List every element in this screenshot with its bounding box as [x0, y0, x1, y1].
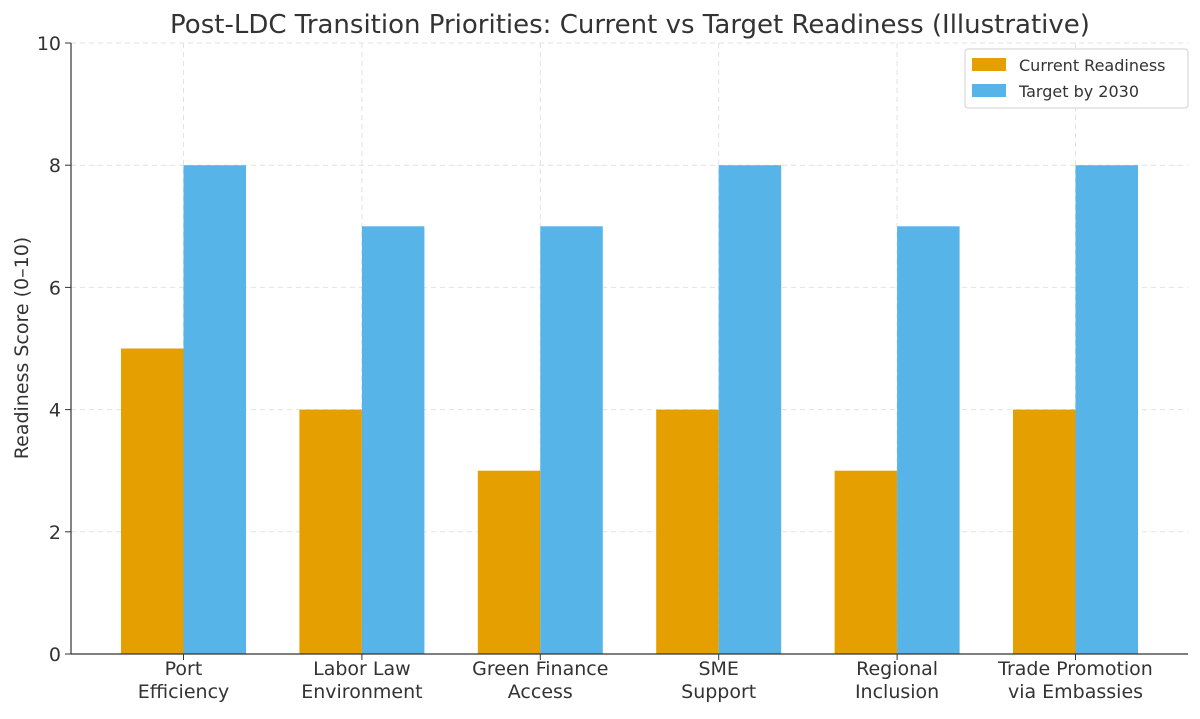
- axes-layer: [70, 43, 1188, 655]
- bar-current-2: [477, 470, 541, 654]
- y-tick-label-5: 10: [37, 33, 61, 55]
- legend-swatch-current: [972, 58, 1006, 71]
- bar-target-3: [718, 165, 782, 654]
- y-tick-label-3: 6: [49, 277, 61, 299]
- legend: Current Readiness Target by 2030: [964, 48, 1189, 109]
- x-tick-label-3-line-0: SME: [698, 658, 738, 680]
- x-tick-label-5-line-1: via Embassies: [1008, 681, 1143, 703]
- bar-current-0: [121, 348, 184, 654]
- bar-current-5: [1013, 409, 1076, 654]
- bar-target-5: [1075, 165, 1138, 654]
- bar-current-4: [834, 470, 898, 654]
- y-tick-label-2: 4: [49, 400, 61, 422]
- x-tick-label-0-line-0: Port: [165, 658, 203, 680]
- legend-label-target: Target by 2030: [1018, 82, 1139, 101]
- x-tick-label-4-line-0: Regional: [856, 658, 938, 680]
- x-tick-label-5-line-0: Trade Promotion: [997, 658, 1153, 680]
- bars-layer: [121, 165, 1138, 655]
- bar-target-2: [540, 226, 603, 655]
- bar-target-1: [361, 226, 425, 655]
- legend-label-current: Current Readiness: [1019, 56, 1165, 75]
- legend-frame: [964, 48, 1189, 109]
- bar-current-3: [656, 409, 719, 654]
- y-tick-label-0: 0: [49, 644, 61, 666]
- y-axis-label: Readiness Score (0–10): [11, 237, 33, 459]
- x-tick-label-2-line-1: Access: [508, 681, 573, 703]
- x-tick-label-4-line-1: Inclusion: [855, 681, 939, 703]
- x-tick-label-2-line-0: Green Finance: [472, 658, 608, 680]
- grid-layer: [71, 42, 1188, 654]
- chart-title: Post-LDC Transition Priorities: Current …: [170, 10, 1090, 40]
- bar-target-0: [183, 165, 246, 654]
- bar-target-4: [897, 226, 960, 655]
- legend-swatch-target: [972, 84, 1006, 97]
- x-tick-label-1-line-1: Environment: [301, 681, 422, 703]
- x-tick-label-1-line-0: Labor Law: [313, 658, 411, 680]
- y-tick-label-4: 8: [49, 155, 61, 177]
- x-tick-label-3-line-1: Support: [681, 681, 756, 703]
- bar-current-1: [299, 409, 362, 654]
- y-tick-label-1: 2: [49, 522, 61, 544]
- x-tick-label-0-line-1: Efficiency: [138, 681, 230, 703]
